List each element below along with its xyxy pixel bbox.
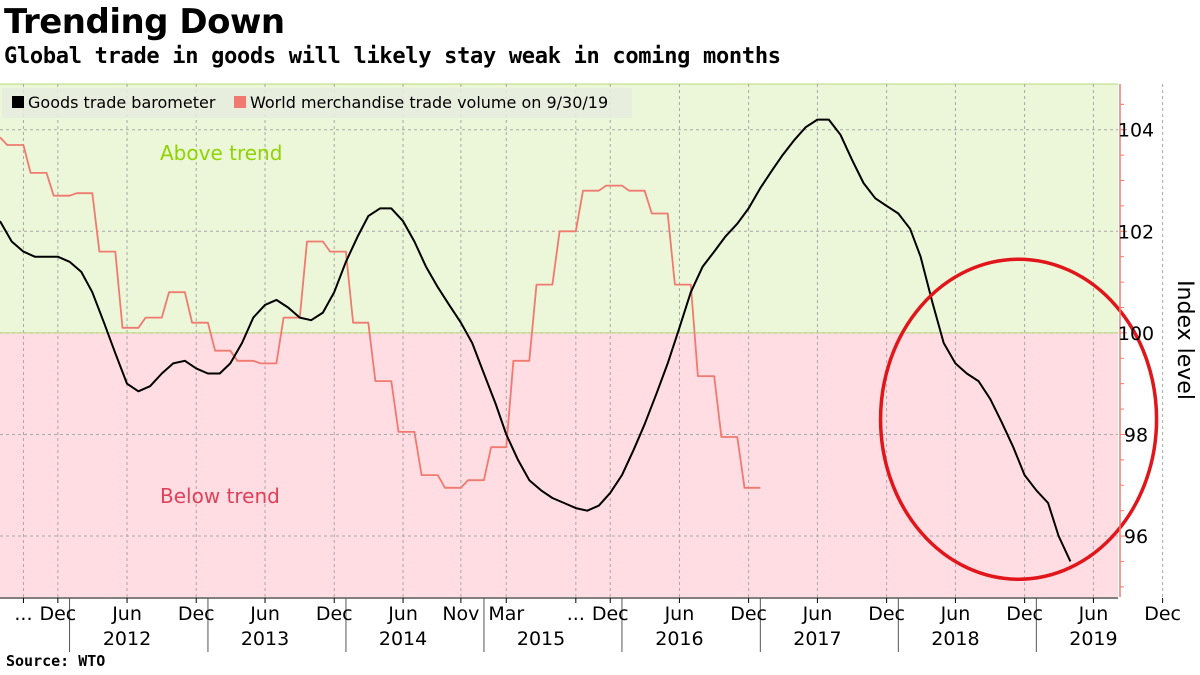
y-axis: 96 98 100 102 104	[1118, 84, 1154, 597]
x-tick-label: Jun	[940, 603, 971, 625]
below-trend-region	[0, 332, 1118, 597]
above-trend-region	[0, 84, 1118, 333]
legend-label-volume: World merchandise trade volume on 9/30/1…	[250, 93, 608, 112]
x-year-label: 2016	[655, 628, 703, 650]
x-axis: ... Dec Jun Dec Jun Dec Jun Nov Mar... Dec Jun Dec J…	[0, 597, 1181, 652]
gridlines	[0, 83, 1164, 597]
page-subtitle: Global trade in goods will likely stay w…	[4, 44, 781, 69]
x-year-label: 2013	[241, 628, 289, 650]
legend-swatch-volume	[234, 96, 246, 108]
x-tick-label: Dec	[178, 603, 215, 625]
series-line-barometer	[0, 118, 1072, 562]
y-axis-title: Index level	[1172, 280, 1197, 400]
x-tick-label: ...	[14, 603, 32, 625]
x-tick-label: Dec	[1006, 603, 1043, 625]
source-note: Source: WTO	[6, 652, 106, 670]
legend-background	[2, 88, 632, 118]
x-tick-label: ...	[567, 603, 585, 625]
x-tick-label: Jun	[249, 603, 280, 625]
series-layer	[0, 118, 1072, 562]
x-tick-label: Dec	[868, 603, 905, 625]
x-tick-label: Mar	[488, 603, 524, 625]
y-tick-label: 100	[1118, 323, 1154, 345]
x-tick-label: Jun	[111, 603, 142, 625]
x-year-label: 2018	[931, 628, 979, 650]
x-year-label: 2014	[379, 628, 427, 650]
legend-label-barometer: Goods trade barometer	[28, 93, 216, 112]
x-year-label: 2012	[103, 628, 151, 650]
below-trend-label: Below trend	[160, 484, 280, 508]
page-title: Trending Down	[4, 2, 285, 42]
x-tick-label: Jun	[664, 603, 695, 625]
legend: Goods trade barometer World merchandise …	[2, 88, 632, 118]
y-tick-label: 98	[1124, 424, 1148, 446]
above-trend-label: Above trend	[160, 141, 282, 165]
series-line-volume	[0, 136, 761, 489]
x-year-label: 2017	[793, 628, 841, 650]
x-year-label: 2015	[517, 628, 565, 650]
x-tick-label: Dec	[1144, 603, 1181, 625]
x-tick-label: Dec	[39, 603, 76, 625]
x-tick-label: Dec	[316, 603, 353, 625]
x-tick-label: Dec	[592, 603, 629, 625]
y-tick-label: 104	[1118, 120, 1154, 142]
y-tick-label: 96	[1124, 526, 1148, 548]
legend-swatch-barometer	[12, 96, 24, 108]
x-tick-label: Jun	[802, 603, 833, 625]
x-tick-label: Dec	[730, 603, 767, 625]
y-tick-label: 102	[1118, 221, 1154, 243]
highlight-circle	[878, 257, 1159, 581]
x-tick-label: Nov	[442, 603, 479, 625]
x-tick-label: Jun	[1078, 603, 1109, 625]
x-tick-label: Jun	[387, 603, 418, 625]
x-year-label: 2019	[1069, 628, 1117, 650]
